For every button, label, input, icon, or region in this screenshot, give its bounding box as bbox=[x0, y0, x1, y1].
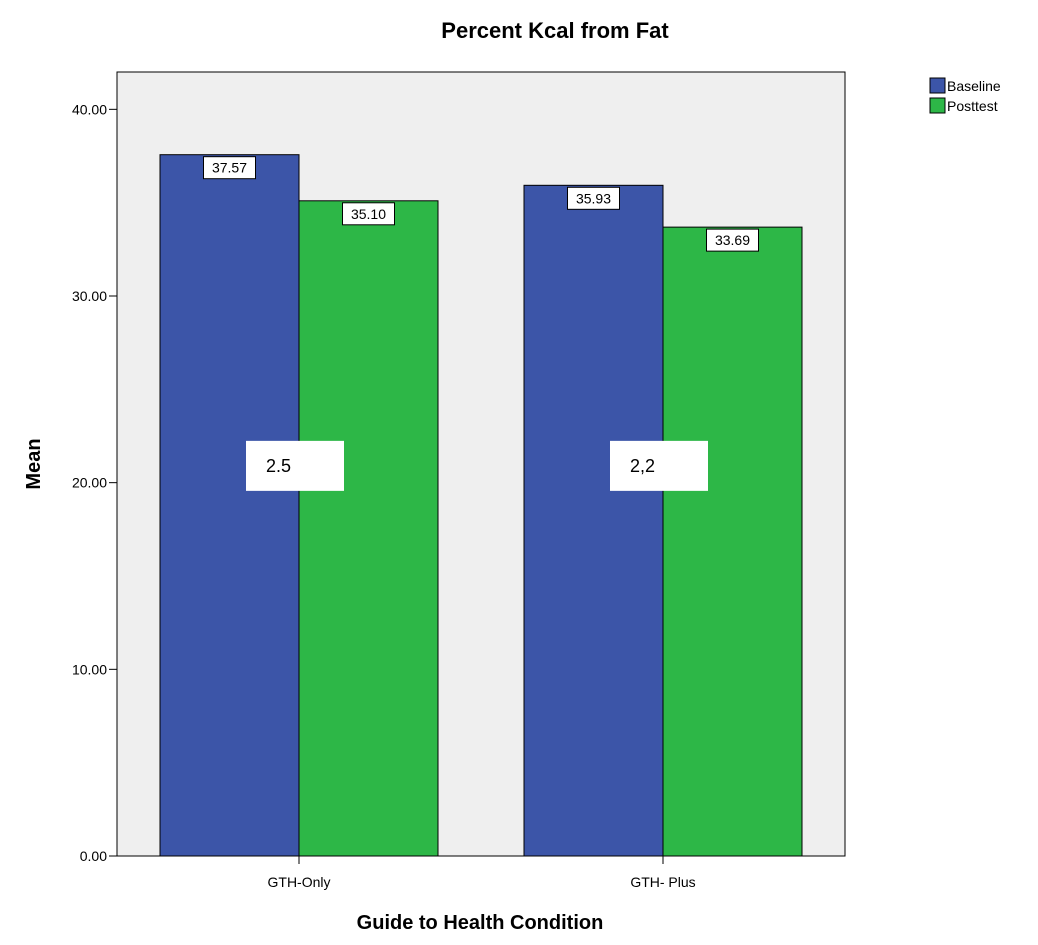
y-tick-label: 30.00 bbox=[72, 288, 107, 304]
y-tick-label: 10.00 bbox=[72, 661, 107, 677]
data-label: 33.69 bbox=[715, 232, 750, 248]
data-label: 35.93 bbox=[576, 190, 611, 206]
bar-posttest-1 bbox=[298, 200, 439, 857]
data-label-box bbox=[342, 202, 395, 226]
y-tick-label: 40.00 bbox=[72, 101, 107, 117]
chart-title: Percent Kcal from Fat bbox=[441, 18, 669, 43]
legend-label-posttest: Posttest bbox=[947, 98, 998, 114]
data-label: 37.57 bbox=[212, 160, 247, 176]
legend: Baseline Posttest bbox=[929, 77, 1001, 114]
y-tick-label: 20.00 bbox=[72, 475, 107, 491]
data-label: 35.10 bbox=[351, 206, 386, 222]
legend-swatch-baseline bbox=[929, 77, 946, 94]
legend-label-baseline: Baseline bbox=[947, 78, 1001, 94]
y-axis-title: Mean bbox=[23, 438, 45, 489]
bar-baseline-1 bbox=[159, 154, 300, 857]
data-label-box bbox=[567, 186, 620, 210]
bar-baseline-2 bbox=[523, 184, 664, 857]
annotation-text: 2,2 bbox=[630, 456, 655, 476]
x-axis-title: Guide to Health Condition bbox=[357, 912, 604, 934]
annotation-text: 2.5 bbox=[266, 456, 291, 476]
x-tick-label: GTH- Plus bbox=[630, 874, 695, 890]
y-tick-label: 0.00 bbox=[80, 848, 107, 864]
data-label-box bbox=[706, 228, 759, 252]
bar-posttest-2 bbox=[662, 226, 803, 857]
annotation-box bbox=[610, 440, 708, 491]
data-label-box bbox=[203, 156, 256, 180]
annotation-box bbox=[246, 440, 344, 491]
legend-swatch-posttest bbox=[929, 97, 946, 114]
x-tick-label: GTH-Only bbox=[268, 874, 331, 890]
